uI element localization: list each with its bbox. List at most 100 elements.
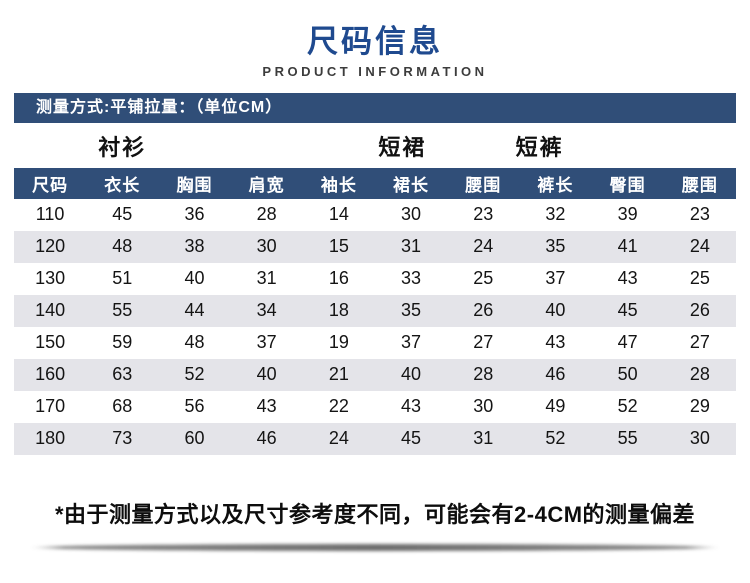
measure-method-bar: 测量方式:平铺拉量：（单位CM） [14,92,736,123]
value-cell: 30 [256,236,277,257]
value-cell: 27 [689,332,710,353]
header-cell: 臀围 [591,167,664,199]
header-cell: 腰围 [663,167,736,199]
value-cell: 29 [689,396,710,417]
table-row: 160 63 52 40 21 40 28 46 50 28 [14,358,736,391]
value-cell: 16 [328,268,349,289]
value-cell: 37 [256,332,277,353]
size-table-body: 110 45 36 28 14 30 23 32 39 23 120 48 38 30 15 31 24 35 41… [14,199,736,455]
table-row: 140 55 44 34 18 35 26 40 45 26 [14,294,736,327]
value-cell: 24 [689,236,710,257]
value-cell: 40 [545,300,566,321]
table-row: 130 51 40 31 16 33 25 37 43 25 [14,263,736,295]
value-cell: 33 [401,268,422,289]
value-cell: 45 [401,428,422,449]
value-cell: 45 [112,204,133,225]
value-cell: 24 [328,428,349,449]
value-cell: 28 [689,364,710,385]
size-cell: 130 [35,268,66,289]
value-cell: 43 [256,396,277,417]
size-cell: 110 [35,204,65,225]
value-cell: 37 [545,268,566,289]
value-cell: 59 [112,332,133,353]
size-cell: 140 [35,300,66,321]
value-cell: 55 [617,428,638,449]
value-cell: 25 [473,268,494,289]
value-cell: 60 [184,428,205,449]
value-cell: 14 [328,204,349,225]
value-cell: 46 [256,428,277,449]
table-row: 180 73 60 46 24 45 31 52 55 30 [14,422,736,455]
value-cell: 18 [328,300,349,321]
header-cell: 袖长 [302,167,375,199]
value-cell: 30 [689,428,710,449]
header-cell: 肩宽 [230,167,303,199]
card-bottom-shadow [30,544,720,551]
value-cell: 27 [473,332,494,353]
value-cell: 48 [184,332,205,353]
group-label-skirt: 短裙 [378,134,427,160]
value-cell: 31 [473,428,494,449]
value-cell: 32 [545,204,566,225]
value-cell: 36 [184,204,205,225]
value-cell: 26 [689,300,710,321]
value-cell: 25 [689,268,710,289]
size-cell: 180 [35,428,66,449]
value-cell: 45 [617,300,638,321]
value-cell: 44 [184,300,205,321]
header-cell: 腰围 [447,167,520,199]
value-cell: 22 [328,396,349,417]
table-row: 110 45 36 28 14 30 23 32 39 23 [14,199,736,231]
value-cell: 23 [473,204,494,225]
value-cell: 52 [545,428,566,449]
value-cell: 55 [112,300,133,321]
value-cell: 21 [328,364,349,385]
value-cell: 46 [545,364,566,385]
header-cell: 尺码 [14,167,87,199]
page-title: 尺码信息 [307,24,443,59]
value-cell: 31 [256,268,277,289]
value-cell: 43 [617,268,638,289]
value-cell: 40 [256,364,277,385]
value-cell: 38 [184,236,205,257]
value-cell: 26 [473,300,494,321]
group-label-shirt: 衬衫 [98,134,147,160]
value-cell: 30 [401,204,422,225]
table-row: 170 68 56 43 22 43 30 49 52 29 [14,391,736,423]
value-cell: 40 [184,268,205,289]
value-cell: 19 [328,332,349,353]
table-row: 150 59 48 37 19 37 27 43 47 27 [14,327,736,359]
value-cell: 50 [617,364,638,385]
value-cell: 56 [184,396,205,417]
value-cell: 63 [112,364,133,385]
value-cell: 43 [401,396,422,417]
value-cell: 35 [545,236,566,257]
value-cell: 30 [473,396,494,417]
value-cell: 40 [401,364,422,385]
value-cell: 52 [617,396,638,417]
header-row: 尺码 衣长 胸围 肩宽 袖长 裙长 腰围 裤长 臀围 腰围 [14,167,736,199]
header-cell: 胸围 [158,167,231,199]
value-cell: 23 [689,204,710,225]
header-cell: 衣长 [86,167,159,199]
title-block: 尺码信息 PRODUCT INFORMATION [0,0,750,79]
size-chart-card: 测量方式:平铺拉量：（单位CM） 衬衫 短裙 短裤 尺码 衣长 胸围 肩宽 袖长 裙长 腰围… [14,92,736,529]
size-cell: 120 [35,236,66,257]
group-label-shorts: 短裤 [515,134,564,160]
value-cell: 68 [112,396,133,417]
value-cell: 24 [473,236,494,257]
value-cell: 28 [473,364,494,385]
value-cell: 39 [617,204,638,225]
page-subtitle: PRODUCT INFORMATION [262,63,488,79]
size-cell: 160 [35,364,66,385]
size-table-head: 尺码 衣长 胸围 肩宽 袖长 裙长 腰围 裤长 臀围 腰围 [14,167,736,199]
value-cell: 49 [545,396,566,417]
value-cell: 43 [545,332,566,353]
measurement-disclaimer: *由于测量方式以及尺寸参考度不同，可能会有2-4CM的测量偏差 [54,501,696,527]
value-cell: 52 [184,364,205,385]
value-cell: 31 [401,236,422,257]
value-cell: 47 [617,332,638,353]
value-cell: 51 [112,268,133,289]
value-cell: 35 [401,300,422,321]
value-cell: 41 [617,236,638,257]
